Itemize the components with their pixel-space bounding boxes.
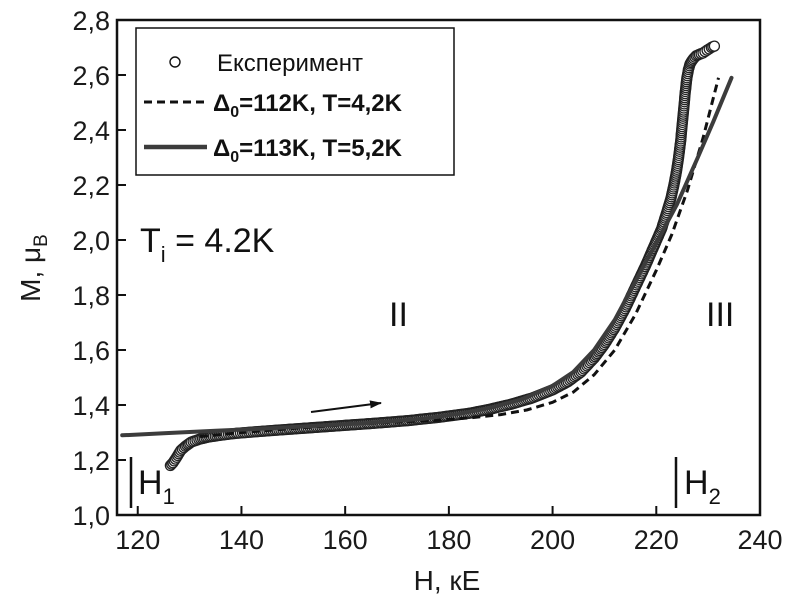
y-tick-label: 2,4	[72, 116, 110, 146]
legend-label-solid: Δ0=113K, T=5,2K	[213, 135, 403, 166]
h2-sub: 2	[709, 484, 721, 509]
y-tick-label: 1,2	[72, 446, 110, 476]
y-tick-label: 2,6	[72, 61, 110, 91]
y-tick-label: 1,6	[72, 336, 110, 366]
tick-layer: 120 140 160 180 200 220 2401,01,21,41,61,82,02…	[72, 6, 782, 555]
legend-marker-experiment	[169, 56, 181, 68]
legend-dashed-text: =112K, T=4,2K	[239, 90, 402, 117]
legend-label-dashed: Δ0=112K, T=4,2K	[213, 90, 403, 121]
legend-dashed-prefix: Δ	[213, 90, 230, 117]
series-layer	[120, 40, 734, 472]
x-tick-label: 240	[737, 525, 782, 555]
region-ii-label: II	[389, 296, 408, 334]
legend: Експеримент Δ0=112K, T=4,2K Δ0=113K, T=5…	[135, 27, 455, 176]
y-tick-label: 1,4	[72, 391, 110, 421]
experiment-point	[708, 40, 721, 52]
x-tick-label: 220	[634, 525, 679, 555]
y-axis-title: M, μB	[15, 234, 52, 302]
ti-annotation: Ti = 4.2K	[140, 222, 275, 267]
x-tick-label: 160	[323, 525, 368, 555]
legend-solid-prefix: Δ	[213, 135, 230, 162]
legend-label-experiment: Експеримент	[217, 50, 363, 77]
y-tick-label: 2,0	[72, 226, 110, 256]
region-iii-label: III	[706, 296, 734, 334]
x-axis-title: H, кЕ	[414, 565, 481, 596]
y-tick-label: 2,8	[72, 6, 110, 36]
sweep-direction-arrow	[310, 400, 382, 413]
h2-label: H2	[684, 464, 721, 509]
legend-dashed-sub: 0	[230, 104, 239, 121]
plot-frame	[115, 18, 762, 517]
y-tick-label: 1,0	[72, 501, 110, 531]
y-tick-label: 1,8	[72, 281, 110, 311]
h1-label: H1	[138, 464, 175, 509]
ti-sub: i	[161, 242, 166, 267]
y-axis-title-sub: B	[31, 234, 52, 247]
y-axis-title-main: M, μ	[15, 247, 46, 302]
y-tick-label: 2,2	[72, 171, 110, 201]
h1-sub: 1	[163, 484, 175, 509]
h2-main: H	[684, 464, 709, 502]
ti-main: T	[140, 222, 161, 260]
ti-rest: = 4.2K	[166, 222, 275, 260]
legend-solid-sub: 0	[230, 149, 239, 166]
x-tick-label: 180	[426, 525, 471, 555]
x-tick-label: 140	[219, 525, 264, 555]
x-tick-label: 120	[115, 525, 160, 555]
legend-solid-text: =113K, T=5,2K	[239, 135, 402, 162]
h1-main: H	[138, 464, 163, 502]
series-solid-line	[120, 75, 734, 438]
x-tick-label: 200	[530, 525, 575, 555]
